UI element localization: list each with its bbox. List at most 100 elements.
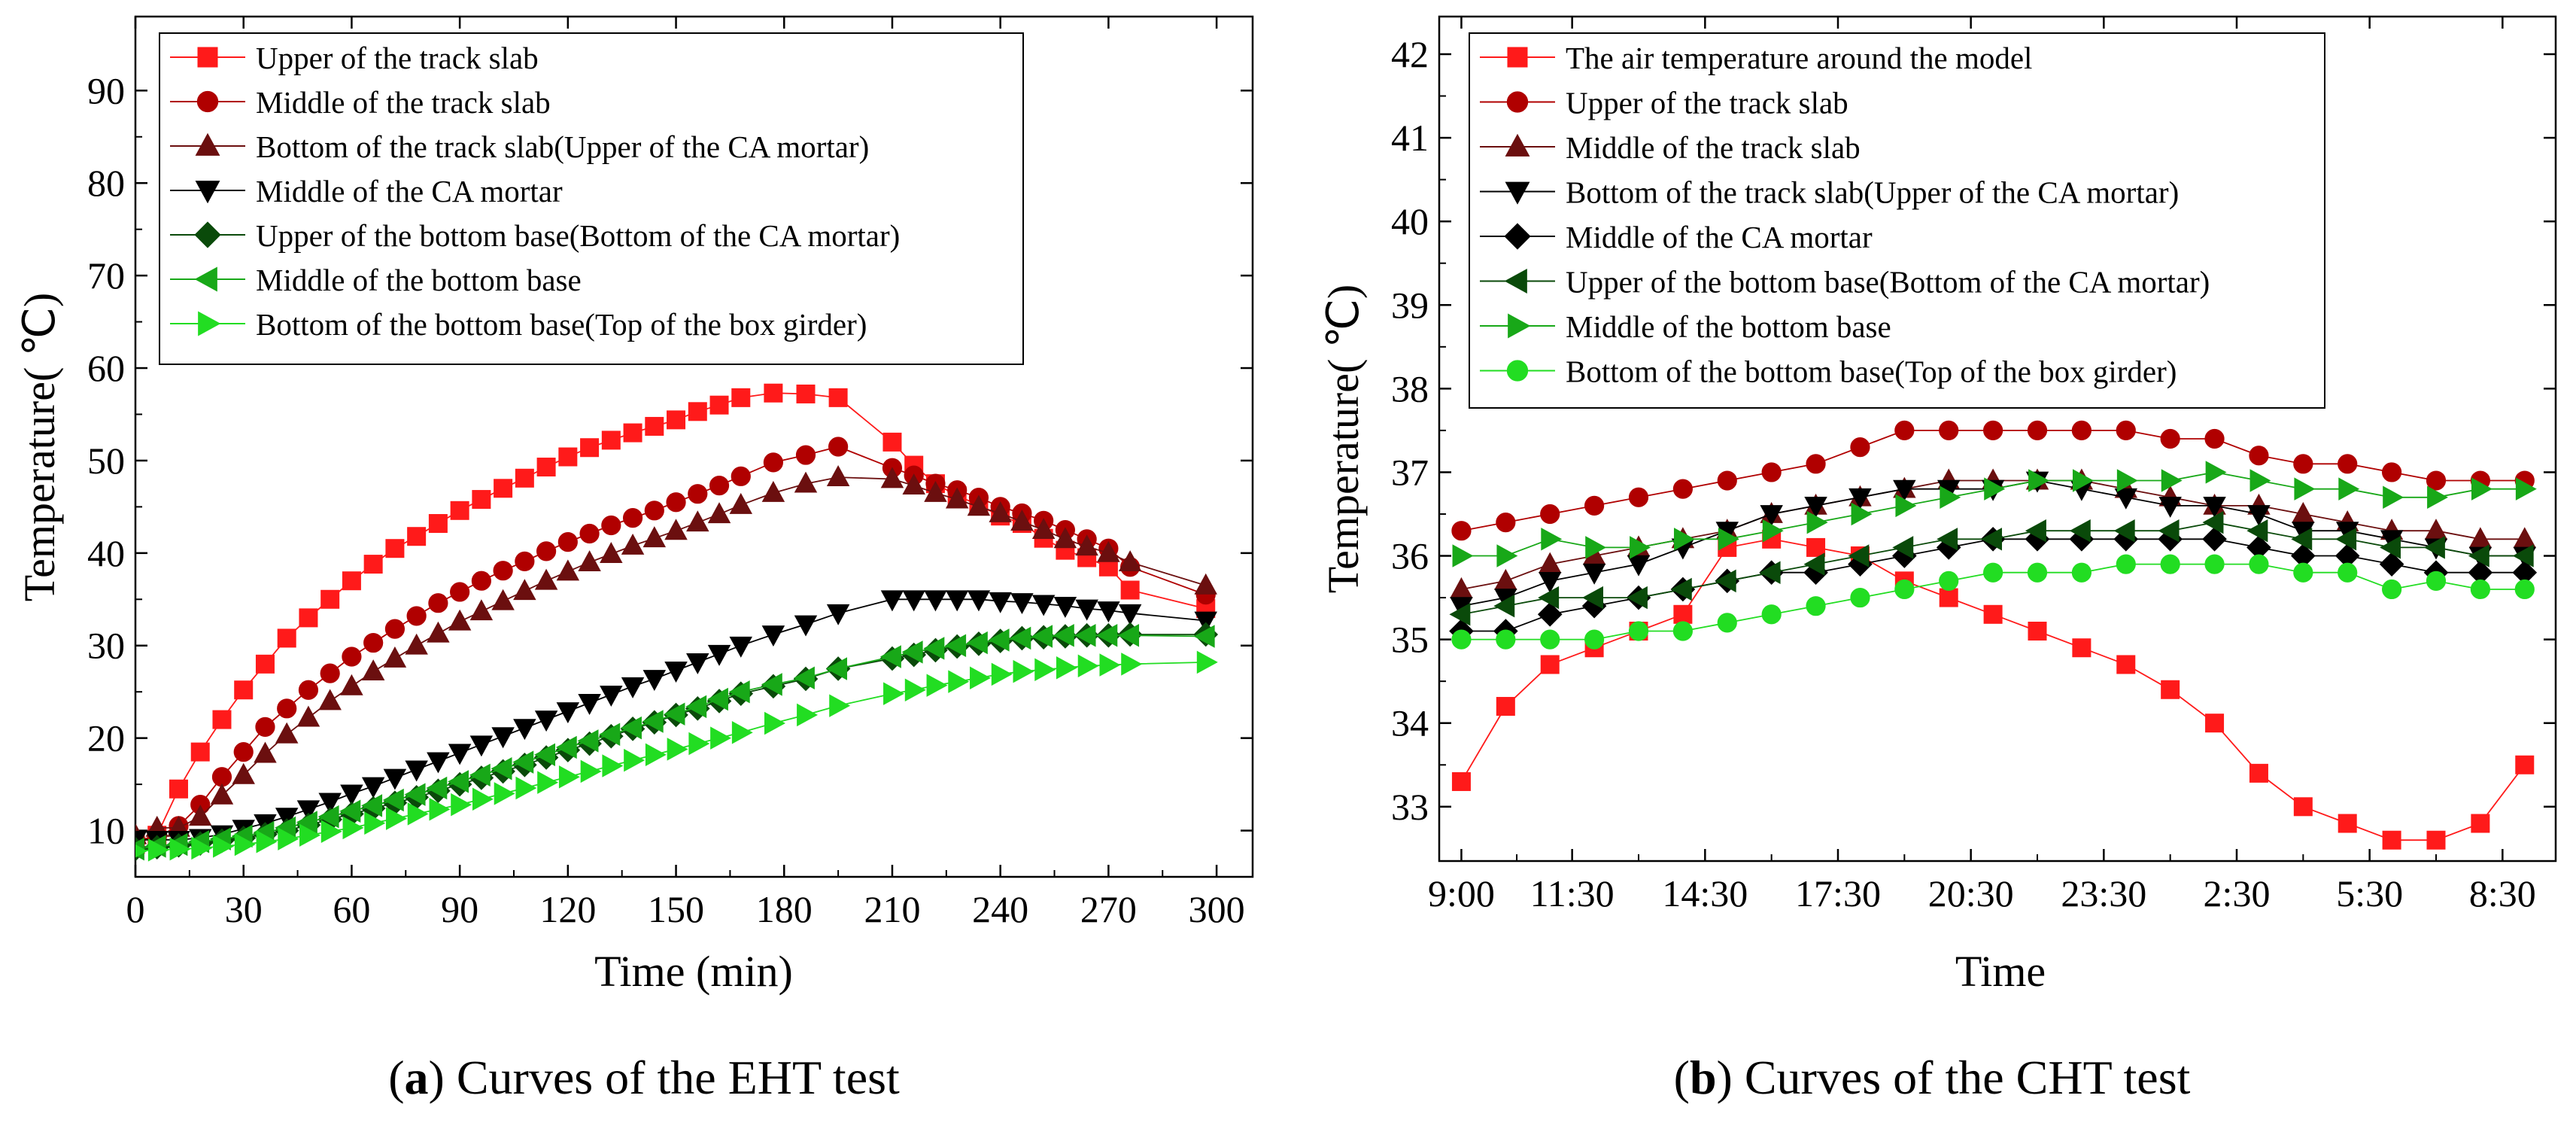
data-point [534,743,555,767]
data-point [1762,519,1784,543]
data-point [2205,461,2227,484]
data-point [1118,550,1142,572]
data-point [1582,563,1606,585]
data-point [764,711,785,735]
x-tick-label: 300 [1189,888,1245,930]
data-point [513,579,536,601]
data-point [664,519,688,540]
data-point [555,735,577,759]
data-point [793,666,815,690]
data-point [255,717,275,737]
legend-label: Middle of the CA mortar [1566,220,1873,254]
data-point [407,802,429,826]
data-point [1803,552,1825,576]
data-point [320,589,340,609]
data-point [988,628,1010,652]
data-point [621,716,642,740]
data-point [2294,477,2316,501]
data-point [428,514,448,534]
data-point [342,816,364,840]
data-point [1194,573,1217,595]
data-point [213,835,235,858]
data-point [427,621,450,643]
data-point [989,592,1012,613]
data-point [363,632,384,653]
data-point [2427,485,2449,510]
data-point [340,674,363,695]
data-point [1540,629,1560,650]
x-tick-label: 20:30 [1928,872,2014,914]
data-point [2468,544,2489,568]
chart-b: 9:00 11:30 14:30 17:30 20:30 23:30 2:30 5:30 8:3… [1319,15,2557,996]
data-point [1939,588,1958,607]
data-point [1056,656,1077,680]
legend-label: Middle of the CA mortar [256,174,563,208]
data-point [277,628,296,648]
data-point [233,741,254,762]
legend-marker [1506,360,1529,382]
data-point [601,431,621,450]
data-point [580,759,602,784]
x-tick-label: 0 [126,888,145,930]
data-point [1673,604,1693,624]
data-point [494,479,513,498]
legend-marker [195,132,220,156]
data-point [729,492,753,514]
legend-label: Upper of the track slab [256,41,539,75]
data-point [579,523,600,544]
data-point [2471,814,2490,833]
data-point [1194,611,1217,633]
data-point [426,776,448,800]
series-8 [1451,554,2535,650]
legend-label: Middle of the bottom base [1566,309,1891,344]
y-axis-label: Temperature( ℃) [1319,285,1368,593]
data-point [383,768,407,790]
data-point [686,510,709,532]
data-point [945,590,969,612]
x-tick-label: 2:30 [2204,872,2271,914]
data-point [1075,599,1098,621]
data-point [491,756,512,781]
data-point [622,508,643,528]
data-point [1715,569,1736,593]
data-point [1627,555,1651,577]
data-point [471,571,491,591]
data-point [1893,479,1916,501]
data-point [2249,446,2269,466]
x-tick-label: 240 [972,888,1028,930]
data-point [1493,594,1515,618]
x-axis-label: Time (min) [594,947,793,996]
data-point [685,695,707,719]
data-point [1537,601,1563,627]
data-point [709,476,730,496]
data-point [299,823,320,847]
y-axis: 33 34 35 36 37 38 39 40 41 42 [1391,33,2556,828]
y-tick-label: 40 [1391,200,1429,242]
data-point [1850,437,1870,458]
data-point [731,466,751,486]
y-tick-label: 20 [87,717,125,759]
data-point [234,680,254,700]
data-point [1540,504,1560,525]
legend-marker [1505,133,1530,157]
data-point [429,798,451,821]
legend-item: Bottom of the bottom base(Top of the box… [1480,354,2177,389]
data-point [664,662,688,683]
data-point [2293,797,2313,817]
data-point [296,811,317,834]
data-point [826,657,848,680]
data-point [448,609,472,631]
legend-marker [197,47,218,68]
data-point [1053,527,1077,549]
data-point [707,502,731,524]
data-point [1013,659,1034,683]
y-tick-label: 37 [1391,451,1429,493]
data-point [493,561,513,581]
caption-b-label: b [1689,1051,1717,1104]
data-point [383,646,407,668]
data-point [991,662,1013,686]
data-point [624,748,646,772]
data-point [644,501,664,521]
data-point [2382,579,2402,600]
data-point [2161,680,2180,699]
